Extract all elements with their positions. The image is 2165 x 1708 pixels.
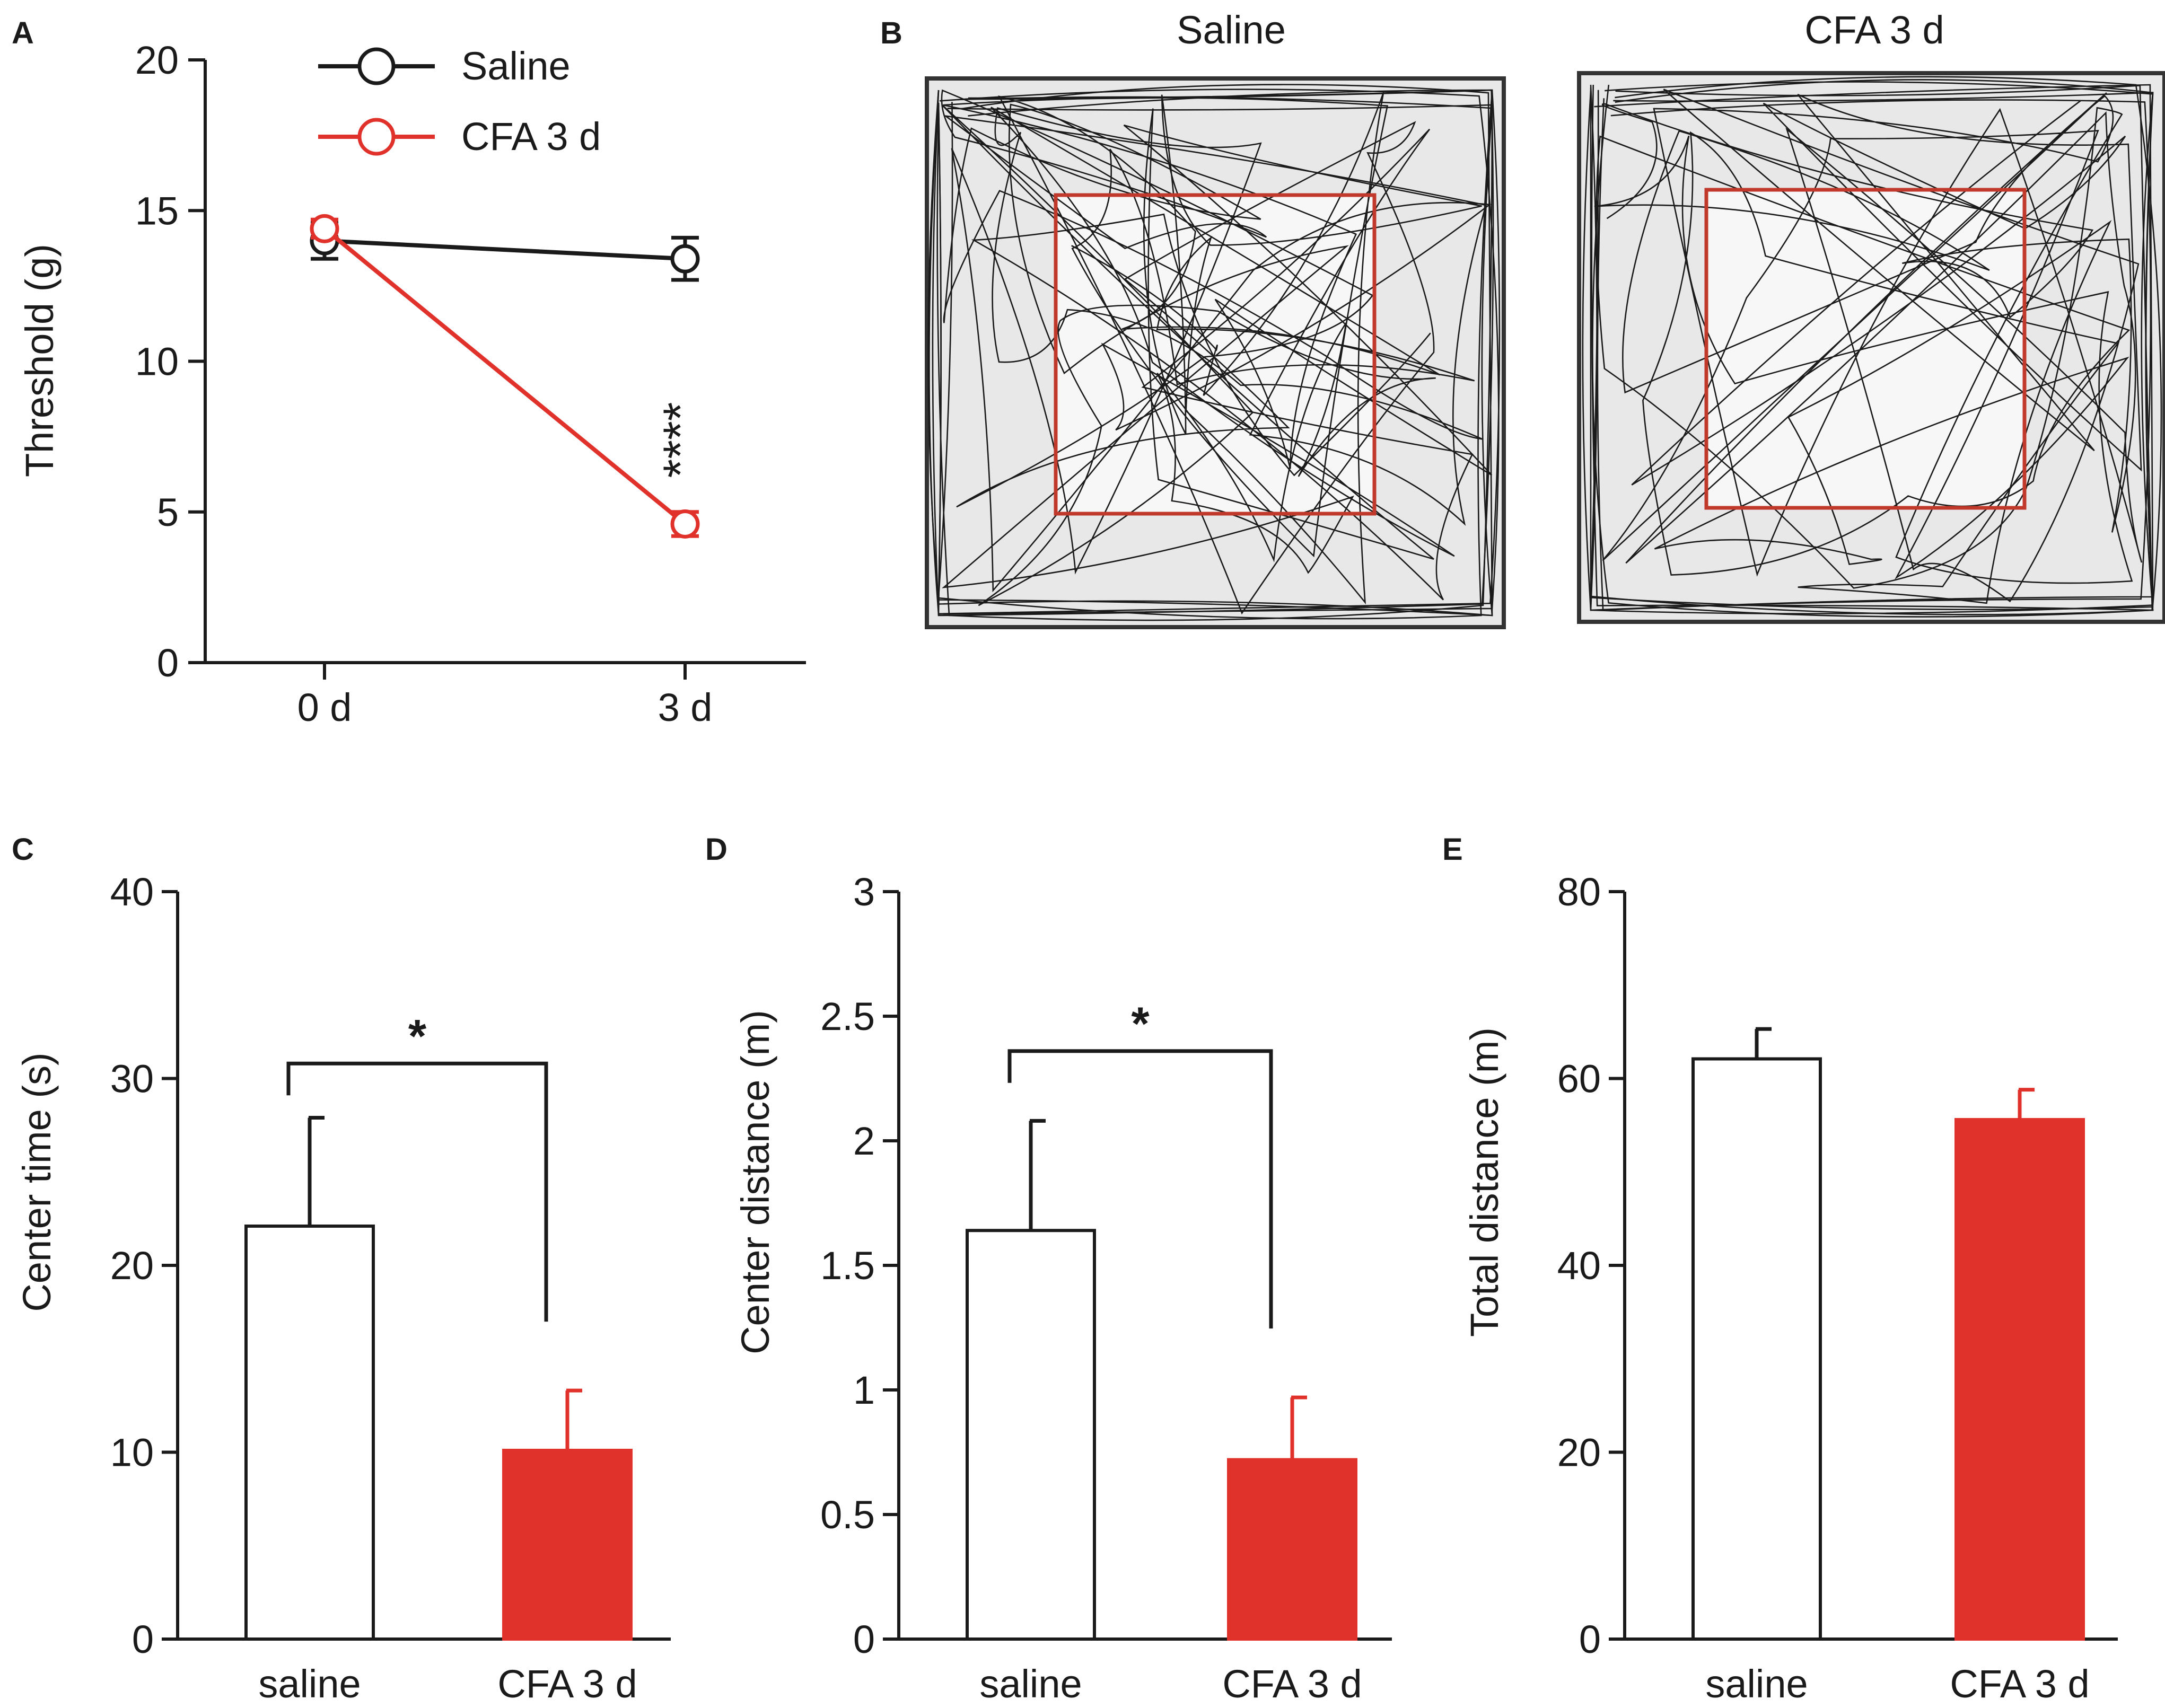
panel-a-y-tick-label: 5 xyxy=(157,490,179,534)
panel-c-significance-bracket xyxy=(286,1061,548,1322)
panel-label-c: C xyxy=(12,832,34,867)
arena-saline-track-wander xyxy=(941,89,1493,615)
panel-a-x-tick-label: 0 d xyxy=(297,685,352,729)
panel-d-significance-label: * xyxy=(1131,997,1150,1050)
panel-e-bar-cfa xyxy=(1954,1118,2085,1641)
panel-d-significance-bracket xyxy=(1007,1049,1273,1329)
arena-cfa-center-zone xyxy=(1704,188,2027,510)
panel-c-y-tick-label: 0 xyxy=(132,1617,154,1661)
panel-d-y-tick-label: 0.5 xyxy=(820,1493,875,1537)
panel-a-ylabel: Threshold (g) xyxy=(17,244,62,477)
panel-e-x-tick-label: saline xyxy=(1705,1662,1808,1706)
arena-cfa-track xyxy=(1582,76,2162,618)
panel-label-a: A xyxy=(12,16,34,50)
data-point xyxy=(310,214,339,243)
panel-c-y-tick-label: 40 xyxy=(110,870,154,914)
legend-cfa-label: CFA 3 d xyxy=(461,115,601,159)
panel-b-open-field: Saline CFA 3 d xyxy=(925,8,2165,629)
panel-a-x-tick-label: 3 d xyxy=(658,685,713,729)
panel-a-axes: 0 5 10 15 20 0 d 3 d xyxy=(135,38,806,729)
panel-d-x-tick-label: saline xyxy=(979,1662,1082,1706)
panel-a-y-tick-label: 20 xyxy=(135,38,179,82)
panel-label-e: E xyxy=(1442,832,1463,867)
arena-saline-center-zone xyxy=(1054,193,1377,516)
panel-d-y-tick-label: 2.5 xyxy=(820,994,875,1038)
panel-e-total-distance-chart: Total distance (m) 0 20 40 60 80 saline CFA 3 … xyxy=(1462,870,2118,1706)
panel-a-threshold-chart: Threshold (g) Saline CFA 3 d 0 5 10 15 20 0 d… xyxy=(17,38,806,729)
legend-cfa-marker xyxy=(357,118,396,156)
panel-label-b: B xyxy=(880,16,902,50)
panel-d-y-tick-label: 2 xyxy=(853,1119,875,1163)
panel-e-y-tick-label: 40 xyxy=(1557,1244,1601,1288)
panel-d-bar-cfa xyxy=(1227,1458,1357,1641)
panel-c-x-tick-label: saline xyxy=(258,1662,361,1706)
panel-d-y-tick-label: 1 xyxy=(853,1368,875,1412)
panel-d-y-tick-label: 1.5 xyxy=(820,1244,875,1288)
panel-d-bar-saline xyxy=(966,1229,1096,1641)
panel-d-x-tick-label: CFA 3 d xyxy=(1222,1662,1362,1706)
arena-cfa-track-wall-loop xyxy=(1582,76,2162,614)
arena-cfa-track-wall-loop xyxy=(1590,84,2152,611)
arena-saline-track-wall-loop xyxy=(936,104,1493,621)
legend-saline-label: Saline xyxy=(461,44,571,88)
panel-d-ylabel: Center distance (m) xyxy=(733,1010,777,1354)
arena-cfa-track-wall-loop xyxy=(1592,84,2154,618)
panel-d-y-tick-label: 0 xyxy=(853,1617,875,1661)
panel-c-y-tick-label: 30 xyxy=(110,1057,154,1101)
panel-e-y-tick-label: 20 xyxy=(1557,1431,1601,1475)
legend-saline-marker xyxy=(357,47,396,85)
panel-d-y-tick-label: 3 xyxy=(853,870,875,914)
panel-e-y-tick-label: 80 xyxy=(1557,870,1601,914)
panel-a-y-tick-label: 0 xyxy=(157,641,179,685)
arena-cfa-track-wander xyxy=(1594,89,2143,604)
panel-c-y-tick-label: 20 xyxy=(110,1244,154,1288)
panel-c-x-tick-label: CFA 3 d xyxy=(497,1662,637,1706)
panel-a-significance: **** xyxy=(654,402,708,478)
data-point xyxy=(670,244,700,274)
panel-e-bar-saline xyxy=(1691,1057,1822,1641)
arena-saline-track xyxy=(927,84,1501,621)
arena-saline-title: Saline xyxy=(1177,8,1286,52)
panel-d-center-distance-chart: Center distance (m) 0 0.5 1 1.5 2 2.5 3 saline C… xyxy=(733,870,1392,1706)
panel-a-y-tick-label: 15 xyxy=(135,189,179,233)
panel-c-significance-label: * xyxy=(408,1009,427,1062)
panel-e-y-tick-label: 60 xyxy=(1557,1057,1601,1101)
panel-label-d: D xyxy=(705,832,727,867)
panel-a-marks xyxy=(310,214,700,539)
panel-c-y-tick-label: 10 xyxy=(110,1431,154,1475)
panel-c-bar-cfa xyxy=(502,1448,633,1641)
panel-c-ylabel: Center time (s) xyxy=(15,1052,59,1311)
series-saline-line xyxy=(324,239,686,261)
data-point xyxy=(670,509,700,539)
panel-a-legend: Saline CFA 3 d xyxy=(318,44,601,159)
panel-a-y-tick-label: 10 xyxy=(135,340,179,384)
panel-e-y-tick-label: 0 xyxy=(1579,1617,1601,1661)
panel-e-x-tick-label: CFA 3 d xyxy=(1950,1662,2089,1706)
arena-cfa xyxy=(1577,71,2165,624)
arena-cfa-title: CFA 3 d xyxy=(1804,8,1944,52)
arena-saline xyxy=(925,76,1506,629)
panel-e-ylabel: Total distance (m) xyxy=(1462,1027,1506,1337)
series-cfa-line xyxy=(323,227,687,526)
panel-c-center-time-chart: Center time (s) 0 10 20 30 40 saline CFA 3 d * xyxy=(15,870,671,1706)
arena-saline-track-wall-loop xyxy=(928,89,1501,615)
panel-c-bar-saline xyxy=(244,1224,375,1641)
arena-cfa-track-wall-loop xyxy=(1594,84,2154,611)
